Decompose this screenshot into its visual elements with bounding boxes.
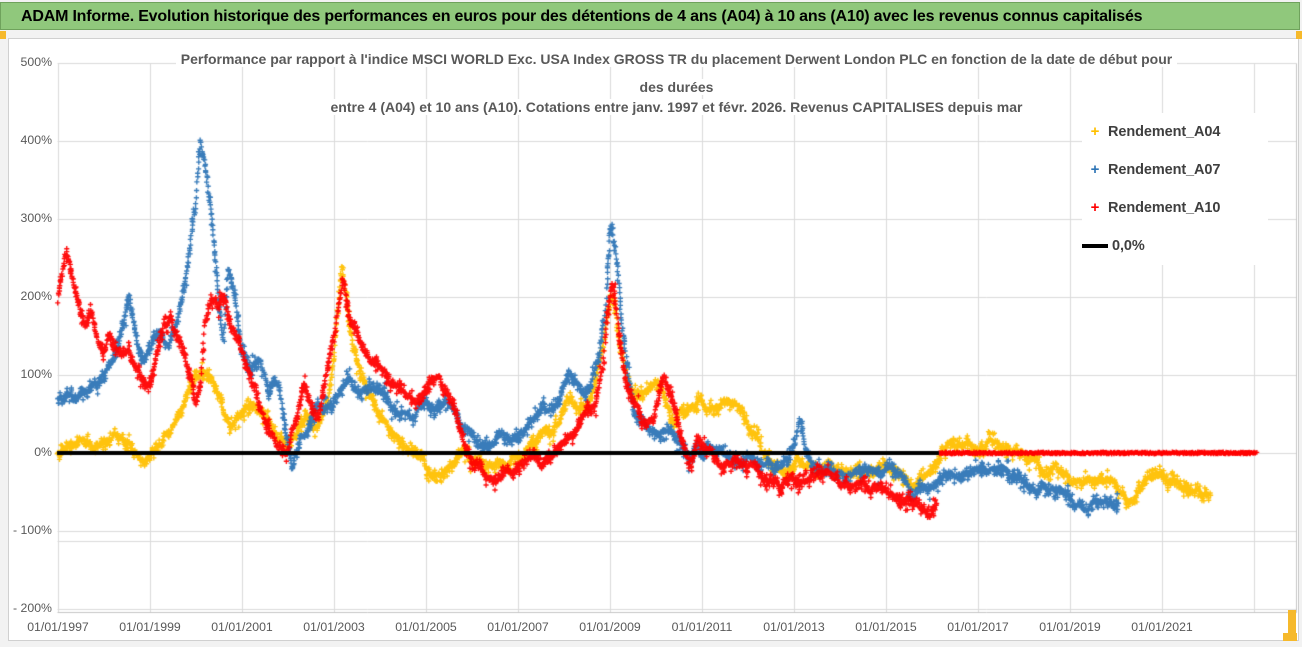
x-tick-label: 01/01/2007 bbox=[487, 620, 549, 634]
x-tick-label: 01/01/1997 bbox=[27, 620, 89, 634]
selection-corner-accent-vertical bbox=[1288, 610, 1296, 641]
header-bar: ADAM Informe. Evolution historique des p… bbox=[0, 2, 1300, 30]
x-tick-label: 01/01/2021 bbox=[1131, 620, 1193, 634]
legend-item-0-0-[interactable]: 0,0% bbox=[1082, 227, 1268, 265]
y-tick-label: 300% bbox=[20, 211, 52, 225]
legend-label: Rendement_A04 bbox=[1108, 124, 1221, 140]
y-tick-label: 200% bbox=[20, 289, 52, 303]
right-accent-mark bbox=[1296, 31, 1302, 39]
header-title: ADAM Informe. Evolution historique des p… bbox=[21, 8, 1143, 25]
chart-title-line-2: des durées bbox=[57, 79, 1296, 95]
zero-line-sample-icon bbox=[1082, 244, 1108, 248]
x-tick-label: 01/01/2011 bbox=[671, 620, 733, 634]
x-tick-label: 01/01/2015 bbox=[855, 620, 917, 634]
legend-label: 0,0% bbox=[1112, 238, 1145, 254]
x-tick-label: 01/01/2019 bbox=[1039, 620, 1101, 634]
plus-marker-icon: + bbox=[1090, 199, 1100, 216]
y-tick-label: 100% bbox=[20, 367, 52, 381]
plus-marker-icon: + bbox=[1090, 123, 1100, 140]
x-tick-label: 01/01/1999 bbox=[119, 620, 181, 634]
chart-title-line-3: entre 4 (A04) et 10 ans (A10). Cotations… bbox=[57, 99, 1296, 115]
chart-title-line-1: Performance par rapport à l'indice MSCI … bbox=[57, 51, 1296, 67]
legend-item-rendement-a10[interactable]: + Rendement_A10 bbox=[1082, 189, 1268, 227]
y-tick-label: - 100% bbox=[13, 523, 52, 537]
selection-corner-accent-horizontal bbox=[1283, 633, 1297, 641]
x-tick-label: 01/01/2003 bbox=[303, 620, 365, 634]
legend-label: Rendement_A10 bbox=[1108, 200, 1221, 216]
y-tick-label: 500% bbox=[20, 55, 52, 69]
y-tick-label: - 200% bbox=[13, 601, 52, 615]
legend[interactable]: + Rendement_A04 + Rendement_A07 + Rendement_A… bbox=[1082, 113, 1268, 265]
x-tick-label: 01/01/2017 bbox=[947, 620, 1009, 634]
x-tick-label: 01/01/2005 bbox=[395, 620, 457, 634]
y-tick-label: 0% bbox=[34, 445, 52, 459]
y-tick-label: 400% bbox=[20, 133, 52, 147]
x-tick-label: 01/01/2001 bbox=[211, 620, 273, 634]
legend-item-rendement-a07[interactable]: + Rendement_A07 bbox=[1082, 151, 1268, 189]
plus-marker-icon: + bbox=[1090, 161, 1100, 178]
x-tick-label: 01/01/2013 bbox=[763, 620, 825, 634]
left-accent-mark bbox=[0, 31, 6, 39]
legend-label: Rendement_A07 bbox=[1108, 162, 1221, 178]
legend-item-rendement-a04[interactable]: + Rendement_A04 bbox=[1082, 113, 1268, 151]
x-tick-label: 01/01/2009 bbox=[579, 620, 641, 634]
